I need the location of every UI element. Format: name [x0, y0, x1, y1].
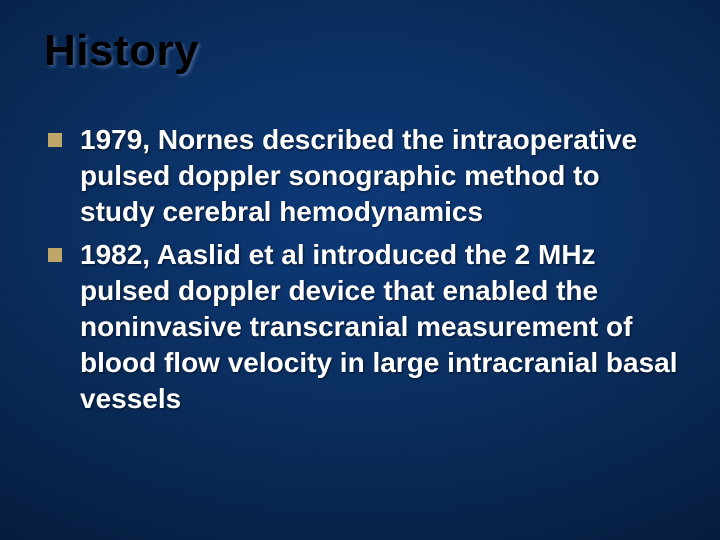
square-bullet-icon [48, 133, 62, 147]
list-item: 1979, Nornes described the intraoperativ… [48, 122, 680, 229]
square-bullet-icon [48, 248, 62, 262]
slide: History 1979, Nornes described the intra… [0, 0, 720, 540]
list-item: 1982, Aaslid et al introduced the 2 MHz … [48, 237, 680, 416]
slide-title: History [44, 26, 680, 76]
bullet-text: 1982, Aaslid et al introduced the 2 MHz … [80, 237, 680, 416]
bullet-list: 1979, Nornes described the intraoperativ… [44, 122, 680, 417]
bullet-text: 1979, Nornes described the intraoperativ… [80, 122, 680, 229]
